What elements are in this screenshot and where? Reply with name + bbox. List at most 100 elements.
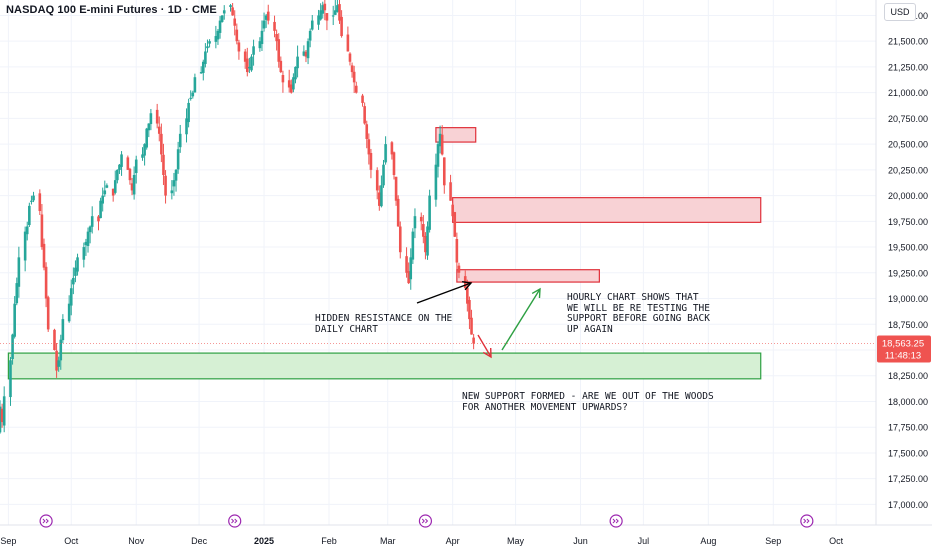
- candle-body: [113, 180, 117, 193]
- price-tick-label: 17,000.00: [888, 500, 928, 510]
- candle-body: [405, 256, 408, 273]
- candle-body: [428, 195, 431, 230]
- price-axis[interactable]: 21,750.0021,500.0021,250.0021,000.0020,7…: [875, 0, 928, 525]
- candle-body: [40, 214, 44, 248]
- candle-body: [201, 61, 205, 73]
- candle-body: [11, 334, 14, 359]
- time-tick-label: Jul: [638, 536, 650, 546]
- time-tick-label: Dec: [191, 536, 208, 546]
- candle-body: [46, 297, 50, 330]
- candle-body: [162, 154, 165, 175]
- candle-body: [32, 195, 35, 201]
- candle-body: [396, 198, 400, 227]
- candle-body: [472, 337, 475, 344]
- price-tick-label: 21,250.00: [888, 62, 928, 72]
- event-icon: [39, 514, 53, 528]
- candle-body: [317, 15, 320, 25]
- candle-body: [398, 226, 402, 253]
- candle-body: [155, 109, 159, 124]
- annotation-hidden-resistance: HIDDEN RESISTANCE ON THE DAILY CHART: [315, 313, 453, 335]
- candle-body: [394, 176, 398, 201]
- candle-body: [97, 216, 100, 222]
- candle-body: [105, 185, 109, 188]
- candle-body: [193, 77, 197, 93]
- time-axis[interactable]: Sep Oct Nov Dec 2025 Feb Mar Apr May Jun Jul Aug Sep…: [0, 524, 932, 546]
- arrow-move-up: [501, 287, 541, 351]
- price-tick-label: 20,000.00: [888, 191, 928, 201]
- time-tick-label: Feb: [321, 536, 337, 546]
- candle-body: [375, 170, 379, 191]
- candle-body: [434, 164, 438, 200]
- candle-body: [231, 7, 234, 16]
- candle-body: [273, 21, 276, 31]
- symbol-title[interactable]: NASDAQ 100 E-mini Futures · 1D · CME: [6, 4, 217, 16]
- candle-body: [237, 42, 241, 52]
- candle-body: [455, 239, 459, 263]
- candle-body: [252, 46, 255, 55]
- candle-body: [25, 226, 29, 235]
- candle-body: [126, 157, 130, 170]
- candle-body: [61, 319, 65, 341]
- candle-body: [380, 185, 383, 207]
- candle-body: [325, 13, 329, 21]
- time-tick-label: Jun: [573, 536, 588, 546]
- last-price-value: 18,563.25: [882, 338, 924, 349]
- time-tick-label: May: [507, 536, 525, 546]
- time-tick-label: 2025: [254, 536, 274, 546]
- candle-body: [149, 113, 153, 125]
- candle-body: [440, 134, 444, 155]
- candle-body: [258, 41, 262, 49]
- candle-body: [352, 71, 356, 83]
- candle-body: [422, 224, 425, 237]
- candle-body: [174, 169, 178, 181]
- arrow-hidden-resistance: [416, 281, 473, 304]
- candle-body: [319, 10, 322, 20]
- candle-body: [185, 118, 188, 135]
- candle-body: [187, 102, 190, 123]
- price-tick-label: 19,000.00: [888, 294, 928, 304]
- candle-body: [69, 288, 73, 306]
- candle-body: [157, 126, 161, 134]
- time-tick-label: Sep: [0, 536, 16, 546]
- candle-body: [426, 226, 429, 256]
- event-icon-circle: [800, 514, 814, 528]
- annotation-new-support: NEW SUPPORT FORMED - ARE WE OUT OF THE W…: [462, 391, 714, 413]
- price-tick-label: 20,750.00: [888, 114, 928, 124]
- candle-body: [88, 226, 92, 233]
- candle-body: [470, 317, 473, 335]
- event-icon-glyph: [612, 518, 619, 524]
- candle-body: [170, 190, 174, 194]
- candle-body: [384, 144, 387, 163]
- candle-body: [419, 216, 423, 222]
- candle-body: [233, 18, 237, 26]
- candle-body: [101, 195, 104, 204]
- arrow-retest-down-shaft: [477, 334, 492, 358]
- price-tick-label: 19,750.00: [888, 217, 928, 227]
- arrow-hidden-resistance-shaft: [416, 282, 472, 304]
- candle-body: [367, 139, 371, 155]
- time-tick-label: Mar: [380, 536, 396, 546]
- arrows: [416, 281, 541, 359]
- candle-body: [55, 350, 58, 371]
- candle-body: [222, 10, 226, 14]
- candle-body: [84, 241, 88, 246]
- price-tick-label: 18,000.00: [888, 397, 928, 407]
- candle-body: [365, 124, 369, 139]
- price-tick-label: 20,250.00: [888, 165, 928, 175]
- annotation-hourly-chart: HOURLY CHART SHOWS THAT WE WILL BE RE TE…: [567, 292, 710, 335]
- candle-body: [132, 175, 136, 195]
- candle-body: [42, 243, 46, 268]
- candle-body: [216, 30, 220, 40]
- event-icon-glyph: [803, 518, 810, 524]
- currency-badge[interactable]: USD: [884, 3, 916, 21]
- candle-body: [2, 396, 6, 426]
- time-tick-label: Oct: [829, 536, 844, 546]
- candle-body: [13, 303, 16, 337]
- candle-body: [340, 16, 343, 37]
- candle-body: [436, 144, 440, 167]
- candle-body: [275, 33, 278, 42]
- candle-body: [338, 4, 341, 21]
- candle-body: [323, 3, 327, 11]
